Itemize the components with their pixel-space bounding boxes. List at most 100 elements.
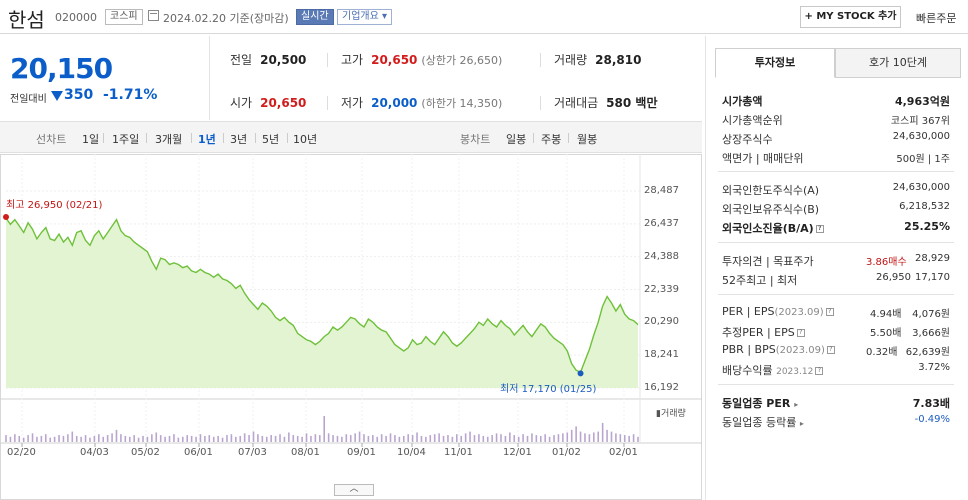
tab-period-1d[interactable]: 1일 xyxy=(82,133,100,146)
industry-change-text: 동일업종 등락률 xyxy=(722,416,797,429)
row-opinion: 투자의견 | 목표주가 3.86매수 28,929 xyxy=(722,253,950,271)
volume-legend: ▮거래량 xyxy=(656,409,686,419)
row-industry-per[interactable]: 동일업종 PER ▸ 7.83배 xyxy=(722,395,950,413)
divider xyxy=(540,96,541,110)
x-tick-label: 07/03 xyxy=(238,447,267,458)
y-tick-label: 20,290 xyxy=(644,316,679,328)
volume-bar xyxy=(27,435,29,442)
x-tick-label: 04/03 xyxy=(80,447,109,458)
caret-right-icon: ▸ xyxy=(799,419,804,428)
tab-period-3m[interactable]: 3개월 xyxy=(155,133,183,146)
candle-chart-label: 봉차트 xyxy=(460,133,491,146)
volume-bar xyxy=(14,434,16,442)
x-tick-label: 12/01 xyxy=(503,447,532,458)
tab-period-3y[interactable]: 3년 xyxy=(230,133,248,146)
volume-bar xyxy=(486,436,489,442)
volume-bar xyxy=(455,434,458,442)
volume-bar xyxy=(208,435,211,442)
volume-bar xyxy=(279,434,281,442)
low-marker-dot xyxy=(577,370,584,377)
volume-bar xyxy=(407,434,409,442)
stat-open-label: 시가 xyxy=(230,96,253,110)
quick-order-link[interactable]: 빠른주문 xyxy=(916,12,957,25)
volume-bar xyxy=(75,435,78,442)
volume-bar xyxy=(239,435,242,442)
volume-bar xyxy=(36,436,38,442)
volume-bar xyxy=(164,436,166,442)
volume-bar xyxy=(451,436,454,442)
stat-amount: 거래대금 580 백만 xyxy=(554,94,657,111)
volume-bar xyxy=(221,437,224,442)
volume-bar xyxy=(71,431,74,442)
volume-bar xyxy=(186,435,189,442)
volume-bar xyxy=(623,435,626,442)
lower-limit: (하한가 14,350) xyxy=(421,97,503,110)
week52-label: 52주최고 | 최저 xyxy=(722,274,798,287)
company-info-button[interactable]: 기업개요 ▾ xyxy=(337,9,393,25)
volume-bar xyxy=(517,436,520,442)
divider xyxy=(718,294,954,295)
price-summary: 20,150 전일대비 350 -1.71% xyxy=(0,36,210,120)
opinion-label: 투자의견 | 목표주가 xyxy=(722,255,814,268)
volume-bar xyxy=(235,436,237,442)
tab-orderbook-10[interactable]: 호가 10단계 xyxy=(835,48,961,78)
row-industry-change[interactable]: 동일업종 등락률 ▸ -0.49% xyxy=(722,414,950,432)
volume-bar xyxy=(526,435,529,442)
eps-value: 4,076원 xyxy=(912,309,950,320)
divider xyxy=(146,133,147,143)
tab-period-1w[interactable]: 1주일 xyxy=(112,133,140,146)
row-par: 액면가 | 매매단위 500원 | 1주 xyxy=(722,150,950,168)
row-dividend: 배당수익률 2023.12? 3.72% xyxy=(722,362,950,380)
volume-bar xyxy=(190,435,193,442)
stat-open-value: 20,650 xyxy=(260,96,307,110)
x-tick-label: 02/01 xyxy=(609,447,638,458)
help-icon[interactable]: ? xyxy=(826,346,835,354)
tab-candle-weekly[interactable]: 주봉 xyxy=(541,133,562,146)
volume-bar xyxy=(177,437,180,442)
caret-right-icon: ▸ xyxy=(794,400,799,409)
help-icon[interactable]: ? xyxy=(815,367,824,375)
row-rank: 시가총액순위 코스피 367위 xyxy=(722,112,950,130)
volume-bar xyxy=(265,436,268,442)
volume-bar xyxy=(425,436,427,442)
tab-period-1y[interactable]: 1년 xyxy=(198,133,216,146)
volume-bar xyxy=(173,434,175,442)
volume-bar xyxy=(429,435,432,442)
volume-bar xyxy=(372,435,374,442)
divider xyxy=(718,242,954,243)
row-per: PER | EPS(2023.09)? 4.94배 4,076원 xyxy=(722,305,950,323)
info-tabs: 투자정보 호가 10단계 xyxy=(715,48,961,78)
tab-candle-daily[interactable]: 일봉 xyxy=(506,133,527,146)
line-chart-label: 선차트 xyxy=(36,133,67,146)
help-icon[interactable]: ? xyxy=(796,329,805,337)
stat-low-label: 저가 xyxy=(341,96,364,110)
my-stock-add-button[interactable]: + MY STOCK 추가 xyxy=(800,6,901,28)
collapse-chart-button[interactable]: ︿ xyxy=(334,484,374,496)
par-label: 액면가 | 매매단위 xyxy=(722,152,804,165)
x-tick-label: 11/01 xyxy=(444,447,473,458)
help-icon[interactable]: ? xyxy=(815,225,824,233)
volume-bar xyxy=(159,435,162,442)
industry-change-value: -0.49% xyxy=(914,414,950,425)
realtime-badge[interactable]: 실시간 xyxy=(296,9,334,25)
tab-candle-monthly[interactable]: 월봉 xyxy=(577,133,598,146)
row-52week: 52주최고 | 최저 26,950 17,170 xyxy=(722,272,950,290)
volume-bar xyxy=(181,436,184,442)
volume-bar xyxy=(500,434,502,442)
tab-invest-info[interactable]: 투자정보 xyxy=(715,48,835,78)
stat-low: 저가 20,000 (하한가 14,350) xyxy=(341,94,502,111)
week52-low-value: 17,170 xyxy=(915,272,950,283)
volume-bar xyxy=(473,435,476,442)
price-chart[interactable]: 최고 26,950 (02/21) 최저 17,170 (01/25) 28,4… xyxy=(0,154,702,500)
tab-period-5y[interactable]: 5년 xyxy=(262,133,280,146)
stock-header: 한섬 020000 코스피 2024.02.20 기준(장마감) 실시간 기업개… xyxy=(0,0,968,34)
help-icon[interactable]: ? xyxy=(825,308,834,316)
tab-period-10y[interactable]: 10년 xyxy=(293,133,318,146)
volume-bar xyxy=(168,435,171,442)
divider xyxy=(533,133,534,143)
volume-bar xyxy=(544,434,546,442)
volume-bar xyxy=(376,436,379,442)
divider xyxy=(540,53,541,67)
volume-bar xyxy=(84,435,87,442)
dividend-label: 배당수익률 2023.12? xyxy=(722,362,824,378)
